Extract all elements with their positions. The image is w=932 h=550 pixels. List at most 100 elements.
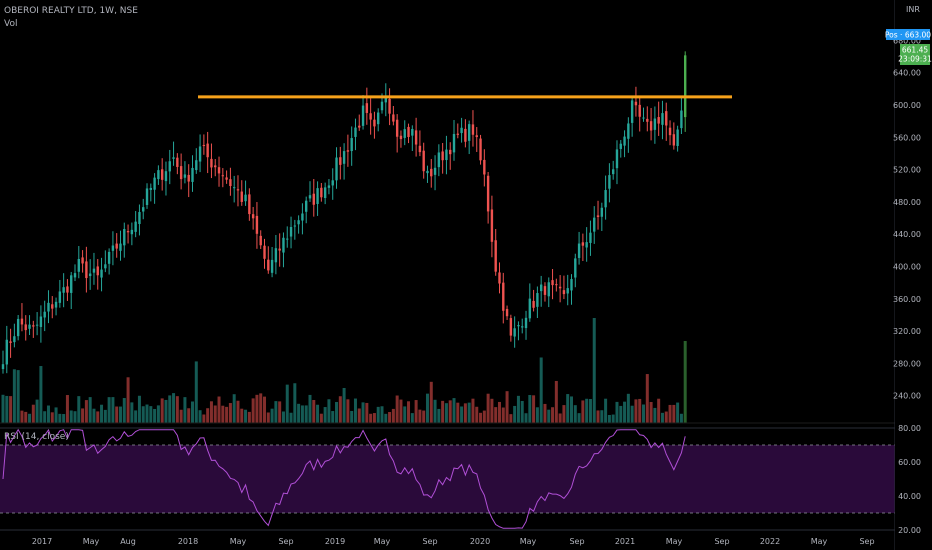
volume-bar <box>316 404 320 423</box>
symbol-header[interactable]: OBEROI REALTY LTD, 1W, NSE <box>4 6 138 16</box>
price-tick-label: 240.00 <box>893 392 921 401</box>
time-tick-label: May <box>374 537 391 546</box>
candle-body <box>115 243 118 249</box>
candle-body <box>130 229 134 235</box>
volume-bar <box>100 404 104 423</box>
candle-body <box>308 195 312 199</box>
volume-bar <box>588 399 592 423</box>
volume-bar <box>600 410 604 423</box>
rsi-line <box>2 428 686 529</box>
candle-body <box>145 188 149 205</box>
candle-body <box>611 169 615 175</box>
volume-bar <box>388 412 392 423</box>
volume-bar <box>630 405 634 423</box>
volume-bar <box>236 400 240 423</box>
candle-body <box>267 259 270 271</box>
candle-body <box>490 209 494 242</box>
candle-body <box>418 145 422 153</box>
volume-bar <box>84 400 88 423</box>
volume-bar <box>626 393 630 423</box>
candle-body <box>676 129 679 146</box>
volume-bar <box>228 403 232 423</box>
volume-bar <box>448 400 452 423</box>
volume-bar <box>130 402 134 423</box>
candle-body <box>331 180 334 186</box>
candle-body <box>684 55 687 118</box>
time-tick-label: May <box>811 537 828 546</box>
candle-body <box>81 257 84 264</box>
candle-body <box>221 175 225 177</box>
candle-body <box>263 245 266 259</box>
candle-body <box>66 286 69 293</box>
volume-bar <box>281 411 285 423</box>
candle-body <box>123 229 126 246</box>
candle-body <box>505 308 509 317</box>
volume-bar <box>312 399 316 423</box>
volume-bar <box>585 398 589 423</box>
volume-bar <box>175 396 179 423</box>
volume-bar <box>660 412 664 423</box>
candle-body <box>399 135 403 140</box>
volume-bar <box>581 400 585 423</box>
candle-body <box>32 325 35 327</box>
candle-body <box>157 170 160 180</box>
volume-bar <box>134 410 138 423</box>
volume-bar <box>300 405 304 423</box>
candle-body <box>589 232 592 243</box>
volume-bar <box>43 411 47 423</box>
candle-body <box>183 174 187 178</box>
volume-bar <box>103 409 107 423</box>
candle-body <box>119 243 122 251</box>
candle-body <box>543 286 547 295</box>
candle-body <box>88 273 92 277</box>
position-tag-text: Pos · 663.00 <box>885 31 931 40</box>
volume-bar <box>259 393 263 423</box>
volume-bar <box>28 413 32 423</box>
candle-body <box>35 324 39 326</box>
volume-bar <box>638 398 642 423</box>
candle-body <box>214 165 217 168</box>
volume-bar <box>384 413 388 423</box>
candle-body <box>665 111 668 126</box>
candle-body <box>217 167 221 174</box>
candle-body <box>240 191 243 202</box>
rsi-label[interactable]: RSI (14, close) <box>4 432 69 442</box>
time-tick-label: Sep <box>569 537 584 546</box>
candle-body <box>581 242 585 246</box>
candle-body <box>172 157 175 159</box>
volume-bar <box>475 406 479 423</box>
countdown-text: 23:09:31 <box>898 55 932 64</box>
volume-bar <box>111 397 115 423</box>
volume-bar <box>225 406 229 423</box>
candle-body <box>630 100 634 123</box>
candles <box>1 51 687 374</box>
candle-body <box>134 221 137 232</box>
candle-body <box>232 187 236 189</box>
volume-bar <box>441 400 445 423</box>
candle-body <box>649 121 653 131</box>
candle-body <box>282 237 285 253</box>
candle-body <box>551 280 554 286</box>
volume-bar <box>39 366 43 423</box>
volume-bar <box>308 394 312 423</box>
volume-bar <box>31 404 35 423</box>
volume-bar <box>217 396 221 423</box>
volume-bar <box>179 409 183 423</box>
candle-body <box>600 207 604 217</box>
volume-bar <box>645 374 649 423</box>
candle-body <box>289 226 293 237</box>
volume-bar <box>88 397 92 423</box>
volume-bar <box>198 410 202 423</box>
candle-body <box>547 282 550 297</box>
candle-body <box>286 238 289 240</box>
candle-body <box>236 189 240 191</box>
price-tick-label: 560.00 <box>893 133 921 142</box>
volume-bar <box>20 410 24 423</box>
volume-bar <box>403 406 407 423</box>
volume-bar <box>444 403 448 423</box>
volume-bar <box>9 396 13 423</box>
volume-bar <box>452 398 456 423</box>
volume-bar <box>479 412 483 423</box>
volume-bar <box>679 413 683 423</box>
